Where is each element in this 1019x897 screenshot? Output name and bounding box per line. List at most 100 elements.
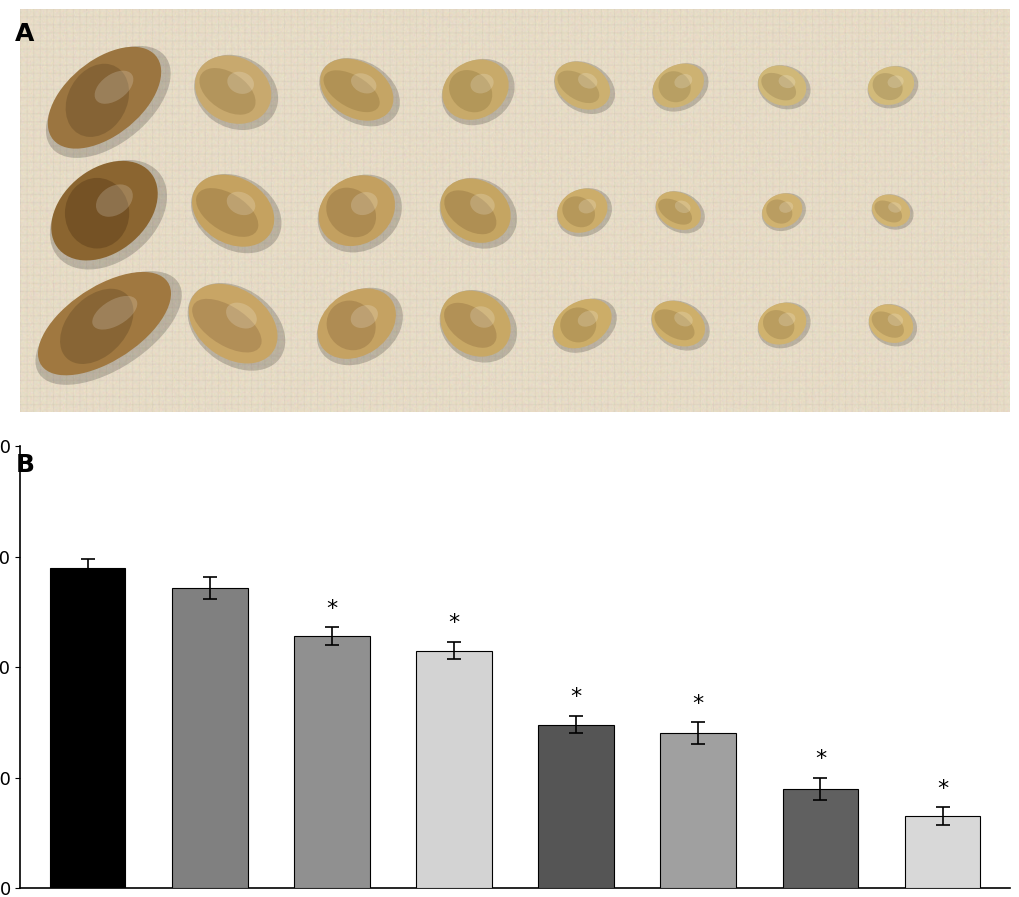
Ellipse shape xyxy=(351,305,378,328)
Ellipse shape xyxy=(868,304,912,343)
Ellipse shape xyxy=(657,198,691,224)
Bar xyxy=(660,734,736,888)
Ellipse shape xyxy=(872,73,902,100)
Ellipse shape xyxy=(351,192,377,215)
Ellipse shape xyxy=(227,72,254,94)
Ellipse shape xyxy=(92,296,138,329)
Ellipse shape xyxy=(51,161,158,260)
Ellipse shape xyxy=(326,187,376,237)
Ellipse shape xyxy=(561,196,594,227)
Ellipse shape xyxy=(760,73,795,100)
Ellipse shape xyxy=(60,289,133,364)
Ellipse shape xyxy=(195,56,271,124)
Ellipse shape xyxy=(65,178,129,248)
Ellipse shape xyxy=(654,191,704,233)
Ellipse shape xyxy=(326,300,375,350)
Ellipse shape xyxy=(96,185,132,217)
Ellipse shape xyxy=(552,299,611,348)
Ellipse shape xyxy=(655,191,700,230)
Ellipse shape xyxy=(651,63,708,111)
Text: *: * xyxy=(448,613,460,633)
Ellipse shape xyxy=(65,64,129,137)
Ellipse shape xyxy=(440,179,511,243)
Ellipse shape xyxy=(559,308,596,343)
Ellipse shape xyxy=(226,192,255,215)
Ellipse shape xyxy=(194,55,278,130)
Text: *: * xyxy=(570,687,581,707)
Ellipse shape xyxy=(470,74,493,93)
Ellipse shape xyxy=(765,199,792,223)
Ellipse shape xyxy=(556,188,611,237)
Ellipse shape xyxy=(317,289,395,359)
Ellipse shape xyxy=(658,71,690,102)
Ellipse shape xyxy=(867,66,917,109)
Ellipse shape xyxy=(470,194,494,214)
Ellipse shape xyxy=(757,302,806,344)
Bar xyxy=(416,650,491,888)
Ellipse shape xyxy=(320,58,393,121)
Ellipse shape xyxy=(887,75,903,88)
Ellipse shape xyxy=(577,310,597,327)
Ellipse shape xyxy=(887,313,902,326)
Ellipse shape xyxy=(873,201,901,222)
Ellipse shape xyxy=(196,188,258,237)
Ellipse shape xyxy=(871,311,903,338)
Ellipse shape xyxy=(351,74,376,93)
Ellipse shape xyxy=(323,70,379,112)
Ellipse shape xyxy=(757,65,805,106)
Bar xyxy=(171,588,248,888)
Ellipse shape xyxy=(36,271,181,385)
Ellipse shape xyxy=(654,309,694,340)
Ellipse shape xyxy=(199,68,256,115)
Ellipse shape xyxy=(552,299,616,353)
Ellipse shape xyxy=(470,306,494,327)
Ellipse shape xyxy=(38,272,171,375)
Ellipse shape xyxy=(444,190,496,234)
Ellipse shape xyxy=(439,290,517,362)
Ellipse shape xyxy=(651,300,704,346)
Ellipse shape xyxy=(757,65,810,109)
Ellipse shape xyxy=(192,299,261,353)
Ellipse shape xyxy=(187,283,285,370)
Ellipse shape xyxy=(556,188,607,233)
Ellipse shape xyxy=(762,310,794,339)
Ellipse shape xyxy=(192,175,274,247)
Text: *: * xyxy=(814,749,825,769)
Ellipse shape xyxy=(48,47,161,149)
Ellipse shape xyxy=(95,71,133,104)
Bar xyxy=(904,816,979,888)
Ellipse shape xyxy=(553,61,614,114)
Text: B: B xyxy=(15,453,35,477)
Ellipse shape xyxy=(871,195,913,230)
Ellipse shape xyxy=(867,66,913,105)
Ellipse shape xyxy=(440,291,511,357)
Ellipse shape xyxy=(674,74,692,88)
Text: A: A xyxy=(15,22,35,47)
Ellipse shape xyxy=(189,283,277,363)
Ellipse shape xyxy=(652,64,703,108)
Ellipse shape xyxy=(441,59,515,126)
Ellipse shape xyxy=(675,201,690,213)
Ellipse shape xyxy=(761,193,805,231)
Ellipse shape xyxy=(554,62,609,109)
Ellipse shape xyxy=(777,75,795,88)
Ellipse shape xyxy=(318,175,394,246)
Ellipse shape xyxy=(578,199,595,213)
Ellipse shape xyxy=(318,175,401,252)
Ellipse shape xyxy=(674,311,692,327)
Ellipse shape xyxy=(442,59,508,120)
Ellipse shape xyxy=(757,302,810,348)
Text: *: * xyxy=(326,598,337,619)
Ellipse shape xyxy=(317,288,403,365)
Ellipse shape xyxy=(777,313,795,327)
Bar xyxy=(50,568,125,888)
Ellipse shape xyxy=(191,174,281,253)
Ellipse shape xyxy=(779,202,793,213)
Bar xyxy=(538,725,613,888)
Ellipse shape xyxy=(761,194,802,228)
Ellipse shape xyxy=(578,73,597,89)
Ellipse shape xyxy=(888,202,901,213)
Bar xyxy=(782,788,858,888)
Ellipse shape xyxy=(46,46,170,158)
Text: *: * xyxy=(692,693,703,713)
